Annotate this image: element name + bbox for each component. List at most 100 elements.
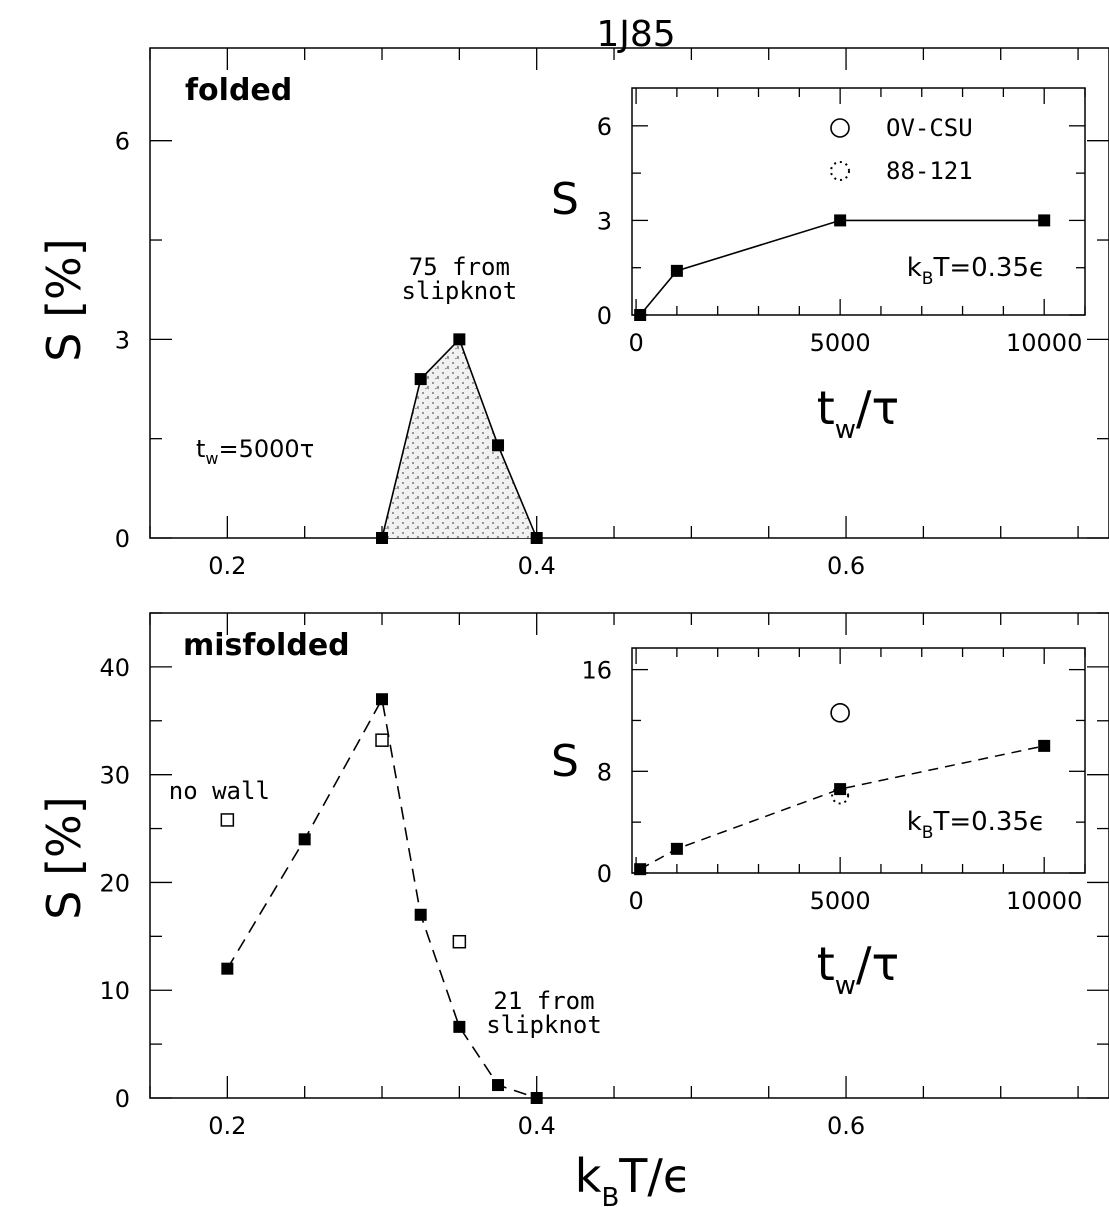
annotation-text: 75 from (409, 253, 510, 281)
x-axis-label: kBT/ϵ (575, 1149, 691, 1207)
condition-label-main: k (907, 253, 922, 283)
x-tick-label: 0.2 (208, 552, 246, 580)
data-point (834, 214, 847, 227)
figure-title: 1J85 (596, 14, 675, 55)
x-axis-label-tail: T/ϵ (618, 1149, 691, 1203)
condition-label-main: k (907, 807, 922, 837)
dotted-circle-point (831, 786, 850, 805)
data-point (453, 1020, 466, 1033)
y-tick-label: 8 (597, 758, 612, 786)
y-tick-label: 0 (115, 525, 130, 553)
data-point (376, 693, 389, 706)
data-point (530, 532, 543, 544)
legend-dotted-circle-marker (830, 161, 850, 181)
y-tick-label: 6 (115, 128, 130, 156)
folded-inset-panel: 0 5000 10000 0 3 6 OV-CSU 88-121 kBT=0.35ϵ Stw/τ (551, 87, 1086, 445)
data-point-open (220, 813, 235, 827)
y-tick-label: 10 (99, 977, 130, 1005)
inset-y-axis-label: S (551, 736, 579, 787)
annotation-text: no wall (169, 777, 270, 805)
condition-label-sub: B (922, 823, 934, 843)
area-fill (382, 339, 537, 538)
plot-frame (149, 612, 1109, 1099)
plot-frame (631, 647, 1086, 874)
data-point (414, 373, 427, 386)
plot-frame (631, 87, 1086, 316)
x-tick-label: 0.4 (518, 1112, 556, 1140)
y-tick-label: 3 (597, 207, 612, 235)
inset-x-axis-label-sub: w (835, 415, 856, 445)
condition-label-tail: T=0.35ϵ (932, 807, 1045, 837)
misfolded-main-panel: 0.2 0.4 0.6 0 10 20 30 40 misfolded no wall 21 fro… (37, 612, 1109, 1207)
y-axis-label: S [%] (37, 238, 91, 361)
condition-label-tail: T=0.35ϵ (932, 253, 1045, 283)
tw-annotation: tw=5000τ (196, 435, 314, 468)
y-tick-label: 40 (99, 654, 130, 682)
x-tick-label: 5000 (810, 887, 871, 915)
condition-label: kBT=0.35ϵ (907, 253, 1045, 289)
data-point (453, 333, 466, 346)
data-point (634, 309, 647, 321)
data-point (492, 439, 505, 452)
y-tick-label: 0 (597, 860, 612, 888)
inset-x-axis-label-sub: w (835, 971, 856, 1001)
data-point (414, 908, 427, 921)
data-point (298, 833, 311, 846)
tw-main: t (196, 435, 205, 463)
series-line (639, 219, 1045, 316)
inset-x-axis-label-main: t (817, 381, 835, 435)
data-point (634, 863, 647, 876)
x-tick-label: 0.6 (827, 552, 865, 580)
y-tick-label: 3 (115, 326, 130, 354)
data-point (376, 532, 389, 544)
data-point (1038, 214, 1051, 227)
x-axis-label-sub: B (601, 1183, 619, 1207)
data-point (492, 1079, 505, 1092)
x-axis-label-main: k (575, 1149, 602, 1203)
y-tick-label: 0 (115, 1085, 130, 1113)
inset-x-axis-label-tail: /τ (856, 381, 899, 435)
x-tick-label: 0 (628, 329, 643, 357)
x-tick-label: 0.2 (208, 1112, 246, 1140)
tw-tail: =5000τ (219, 435, 315, 463)
data-point (530, 1092, 543, 1104)
x-tick-label: 10000 (1006, 329, 1082, 357)
x-tick-label: 0 (628, 887, 643, 915)
ov-csu-point (830, 703, 850, 723)
data-point (670, 264, 683, 277)
panel-label: misfolded (183, 628, 350, 663)
x-tick-label: 10000 (1006, 887, 1082, 915)
annotation-text: slipknot (402, 277, 518, 305)
inset-x-axis-label-tail: /τ (856, 937, 899, 991)
data-point-open (375, 733, 389, 747)
y-axis-label: S [%] (37, 796, 91, 919)
panel-label: folded (185, 73, 292, 108)
data-point (670, 842, 683, 855)
annotation-text: slipknot (486, 1011, 602, 1039)
inset-x-axis-label: tw/τ (817, 381, 900, 445)
y-tick-label: 20 (99, 869, 130, 897)
inset-x-axis-label-main: t (817, 937, 835, 991)
tw-sub: w (205, 449, 218, 468)
data-point (1038, 739, 1051, 752)
data-point-open (452, 934, 467, 949)
condition-label-sub: B (922, 269, 934, 289)
legend-circle-marker (830, 118, 850, 138)
y-tick-label: 6 (597, 113, 612, 141)
x-tick-label: 0.4 (518, 552, 556, 580)
data-point (221, 962, 234, 975)
inset-y-axis-label: S (551, 174, 579, 225)
y-tick-label: 16 (581, 657, 612, 685)
x-tick-label: 0.6 (827, 1112, 865, 1140)
annotation-text: 21 from (493, 987, 594, 1015)
y-tick-label: 30 (99, 762, 130, 790)
inset-x-axis-label: tw/τ (817, 937, 900, 1001)
x-tick-label: 5000 (810, 329, 871, 357)
legend-label: OV-CSU (886, 114, 973, 142)
misfolded-inset-panel: 0 5000 10000 0 8 16 kBT=0.35ϵ Stw/τ (551, 647, 1086, 1001)
y-tick-label: 0 (597, 302, 612, 330)
condition-label: kBT=0.35ϵ (907, 807, 1045, 843)
plot-frame (149, 47, 1109, 539)
